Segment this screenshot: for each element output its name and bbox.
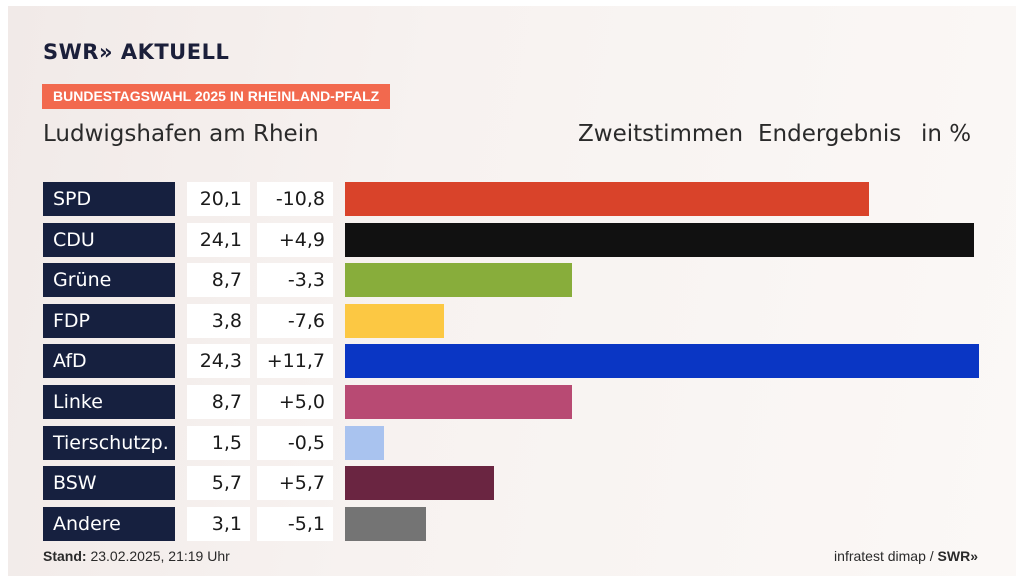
change-label: -0,5 — [257, 425, 333, 460]
result-bar — [345, 466, 494, 501]
election-result-card: SWR» AKTUELL BUNDESTAGSWAHL 2025 IN RHEI… — [8, 6, 1016, 576]
stand-label: Stand: — [43, 548, 87, 564]
result-bar — [345, 425, 385, 460]
change-label: +5,0 — [257, 385, 333, 419]
value-label: 3,8 — [187, 303, 250, 338]
change-label: -3,3 — [257, 263, 333, 298]
result-row: Linke 8,7 +5,0 — [8, 385, 1016, 419]
party-label: FDP — [43, 303, 175, 338]
header-endergebnis: Endergebnis — [758, 121, 902, 147]
result-row: Grüne 8,7 -3,3 — [8, 263, 1016, 298]
result-row: CDU 24,1 +4,9 — [8, 222, 1016, 257]
result-bar — [345, 182, 870, 216]
change-label: +11,7 — [257, 344, 333, 379]
header-zweitstimmen: Zweitstimmen — [578, 121, 744, 147]
stand-value: 23.02.2025, 21:19 Uhr — [90, 548, 230, 564]
result-bar — [345, 344, 979, 379]
value-label: 3,1 — [187, 506, 250, 541]
value-label: 1,5 — [187, 425, 250, 460]
election-banner: BUNDESTAGSWAHL 2025 IN RHEINLAND-PFALZ — [42, 84, 391, 109]
stand-footer: Stand: 23.02.2025, 21:19 Uhr — [43, 548, 230, 564]
result-row: SPD 20,1 -10,8 — [8, 182, 1016, 216]
value-label: 20,1 — [187, 182, 250, 216]
party-label: AfD — [43, 344, 175, 379]
change-label: +5,7 — [257, 466, 333, 501]
party-label: CDU — [43, 222, 175, 257]
swr-footer-logo: SWR» — [937, 548, 978, 564]
result-row: BSW 5,7 +5,7 — [8, 466, 1016, 501]
change-label: -5,1 — [257, 506, 333, 541]
result-bar — [345, 222, 974, 257]
change-label: +4,9 — [257, 222, 333, 257]
result-row: FDP 3,8 -7,6 — [8, 303, 1016, 338]
header-unit: in % — [921, 121, 972, 147]
value-label: 24,3 — [187, 344, 250, 379]
result-bar — [345, 263, 572, 298]
change-label: -7,6 — [257, 303, 333, 338]
swr-aktuell-logo: SWR» AKTUELL — [43, 40, 230, 64]
value-label: 5,7 — [187, 466, 250, 501]
change-label: -10,8 — [257, 182, 333, 216]
party-label: Linke — [43, 385, 175, 419]
result-row: Tierschutzp. 1,5 -0,5 — [8, 425, 1016, 460]
result-bar — [345, 385, 572, 419]
party-label: Grüne — [43, 263, 175, 298]
party-label: SPD — [43, 182, 175, 216]
place-title: Ludwigshafen am Rhein — [43, 121, 319, 147]
value-label: 8,7 — [187, 263, 250, 298]
source-footer: infratest dimap / SWR» — [834, 548, 978, 564]
party-label: Tierschutzp. — [43, 425, 175, 460]
value-label: 8,7 — [187, 385, 250, 419]
result-bar — [345, 506, 426, 541]
result-bar — [345, 303, 445, 338]
result-row: AfD 24,3 +11,7 — [8, 344, 1016, 379]
value-label: 24,1 — [187, 222, 250, 257]
source-label: infratest dimap / — [834, 548, 934, 564]
party-label: BSW — [43, 466, 175, 501]
result-row: Andere 3,1 -5,1 — [8, 506, 1016, 541]
party-label: Andere — [43, 506, 175, 541]
